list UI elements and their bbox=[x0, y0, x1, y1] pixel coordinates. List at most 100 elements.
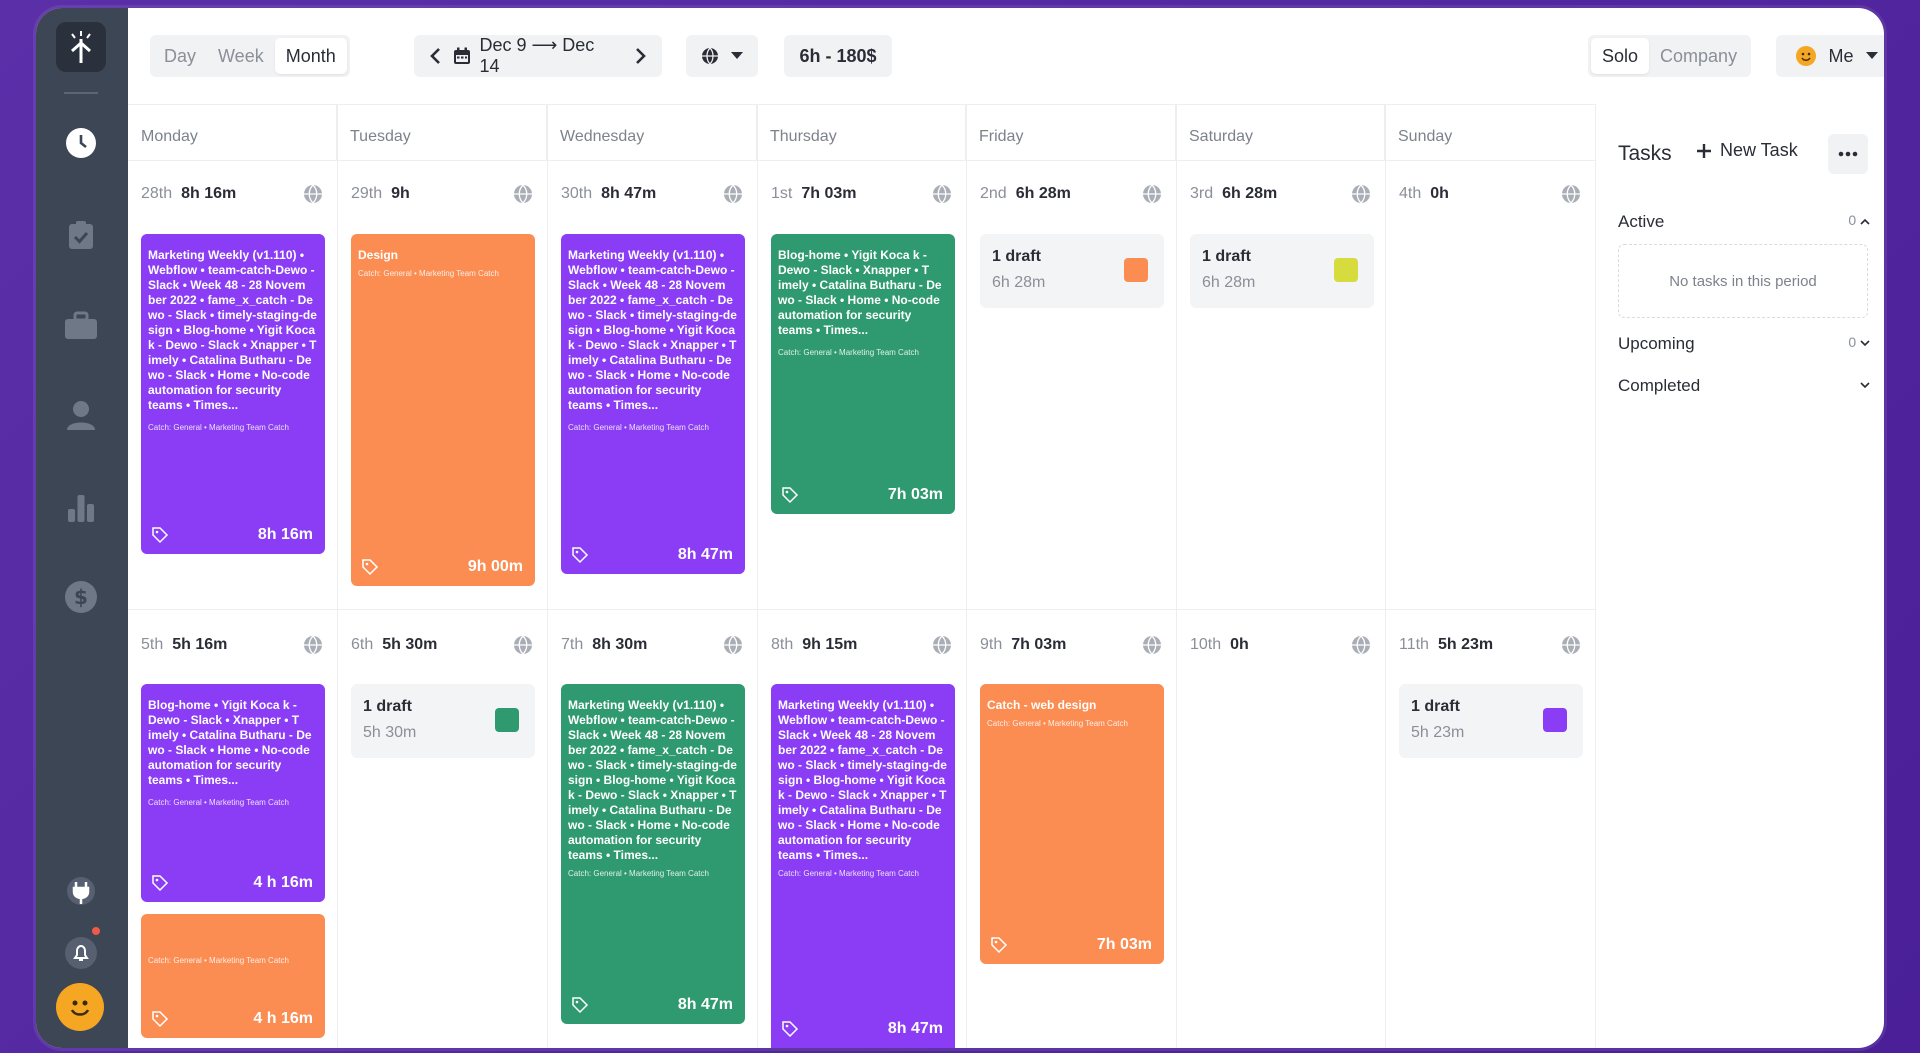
tag-icon[interactable] bbox=[361, 558, 379, 576]
date-range-label[interactable]: Dec 9 ⟶ Dec 14 bbox=[479, 35, 595, 76]
cell-date: 5th bbox=[141, 636, 164, 653]
tag-icon[interactable] bbox=[781, 486, 799, 504]
cell-header: 8th 9h 15m bbox=[771, 630, 857, 660]
view-month-button[interactable]: Month bbox=[274, 38, 347, 74]
cell-header: 30th 8h 47m bbox=[561, 179, 656, 209]
section-label: Upcoming bbox=[1618, 334, 1695, 353]
sidebar-item-team[interactable] bbox=[62, 396, 100, 434]
tag-icon[interactable] bbox=[151, 1010, 169, 1028]
more-options-button[interactable] bbox=[1828, 134, 1868, 174]
draft-duration: 5h 30m bbox=[363, 724, 417, 741]
user-menu[interactable]: Me bbox=[1776, 35, 1884, 77]
entry-duration: 7h 03m bbox=[1096, 936, 1152, 953]
sidebar-item-reports[interactable] bbox=[62, 488, 100, 526]
globe-icon[interactable] bbox=[723, 635, 743, 655]
globe-icon[interactable] bbox=[513, 635, 533, 655]
sidebar-item-integrations[interactable] bbox=[62, 872, 100, 910]
entry-title: Marketing Weekly (v1.110) • Webflow • te… bbox=[568, 248, 737, 412]
entry-subtitle: Catch: General • Marketing Team Catch bbox=[778, 869, 919, 878]
tasks-section-completed[interactable]: Completed bbox=[1618, 376, 1870, 396]
globe-icon[interactable] bbox=[1351, 635, 1371, 655]
globe-icon[interactable] bbox=[1561, 635, 1581, 655]
cell-header: 11th 5h 23m bbox=[1399, 630, 1493, 660]
tag-icon[interactable] bbox=[151, 526, 169, 544]
cell-hours: 5h 23m bbox=[1437, 636, 1494, 653]
sidebar-item-tasks[interactable] bbox=[62, 216, 100, 254]
cell-header: 9th 7h 03m bbox=[980, 630, 1066, 660]
next-period-button[interactable] bbox=[627, 47, 654, 65]
app-logo[interactable] bbox=[56, 22, 106, 72]
scope-company-button[interactable]: Company bbox=[1660, 45, 1738, 66]
bar-chart-icon bbox=[68, 495, 94, 522]
globe-icon[interactable] bbox=[513, 184, 533, 204]
time-entry-card[interactable]: Marketing Weekly (v1.110) • Webflow • te… bbox=[771, 684, 955, 1048]
globe-icon[interactable] bbox=[1561, 184, 1581, 204]
globe-icon[interactable] bbox=[723, 184, 743, 204]
scope-solo-button[interactable]: Solo bbox=[1591, 38, 1650, 74]
draft-card[interactable]: 1 draft 5h 23m bbox=[1399, 684, 1583, 758]
new-task-label: New Task bbox=[1720, 140, 1798, 160]
day-header-wednesday: Wednesday bbox=[547, 104, 757, 160]
grid-line bbox=[128, 104, 1595, 105]
tag-icon[interactable] bbox=[781, 1020, 799, 1038]
entry-duration: 4 h 16m bbox=[253, 1010, 313, 1027]
sidebar-item-projects[interactable] bbox=[62, 306, 100, 344]
globe-icon[interactable] bbox=[932, 184, 952, 204]
view-week-button[interactable]: Week bbox=[218, 45, 264, 66]
tag-icon[interactable] bbox=[571, 546, 589, 564]
cell-date: 10th bbox=[1190, 636, 1222, 653]
tasks-section-active[interactable]: Active 0 bbox=[1618, 212, 1870, 232]
toolbar: Day Week Month Dec 9 ⟶ Dec 14 6h - 180$ … bbox=[128, 8, 1884, 104]
time-entry-card[interactable]: Blog-home • Yigit Koca k - Dewo - Slack … bbox=[141, 684, 325, 902]
cell-header: 1st 7h 03m bbox=[771, 179, 856, 209]
tag-icon[interactable] bbox=[151, 874, 169, 892]
draft-card[interactable]: 1 draft 6h 28m bbox=[1190, 234, 1374, 308]
view-switcher: Day Week Month bbox=[150, 35, 350, 77]
globe-icon[interactable] bbox=[303, 184, 323, 204]
entry-title: Marketing Weekly (v1.110) • Webflow • te… bbox=[568, 698, 737, 862]
chevron-up-icon bbox=[1860, 218, 1870, 225]
globe-icon[interactable] bbox=[1142, 635, 1162, 655]
tag-icon[interactable] bbox=[571, 996, 589, 1014]
tag-icon[interactable] bbox=[990, 936, 1008, 954]
globe-icon[interactable] bbox=[1142, 184, 1162, 204]
day-header-tuesday: Tuesday bbox=[337, 104, 547, 160]
timezone-dropdown[interactable] bbox=[686, 35, 758, 77]
entry-subtitle: Catch: General • Marketing Team Catch bbox=[148, 423, 289, 432]
day-header-monday: Monday bbox=[128, 104, 337, 160]
draft-card[interactable]: 1 draft 6h 28m bbox=[980, 234, 1164, 308]
caret-down-icon bbox=[731, 52, 743, 59]
dollar-icon: $ bbox=[65, 581, 97, 613]
section-toggle bbox=[1860, 376, 1870, 396]
avatar[interactable] bbox=[56, 983, 104, 1031]
cell-header: 28th 8h 16m bbox=[141, 179, 236, 209]
time-entry-card[interactable]: Marketing Weekly (v1.110) • Webflow • te… bbox=[141, 234, 325, 554]
cell-hours: 8h 47m bbox=[601, 185, 657, 202]
draft-card[interactable]: 1 draft 5h 30m bbox=[351, 684, 535, 758]
cell-hours: 8h 16m bbox=[181, 185, 237, 202]
view-day-button[interactable]: Day bbox=[164, 45, 197, 66]
globe-icon[interactable] bbox=[303, 635, 323, 655]
chevron-down-icon bbox=[1860, 382, 1870, 389]
time-entry-card[interactable]: Marketing Weekly (v1.110) • Webflow • te… bbox=[561, 684, 745, 1024]
time-entry-card[interactable]: Marketing Weekly (v1.110) • Webflow • te… bbox=[561, 234, 745, 574]
time-entry-card[interactable]: Catch - web design Catch: General • Mark… bbox=[980, 684, 1164, 964]
time-entry-card[interactable]: Catch: General • Marketing Team Catch 4 … bbox=[141, 914, 325, 1038]
new-task-button[interactable]: New Task bbox=[1696, 140, 1798, 161]
section-count: 0 bbox=[1848, 212, 1870, 232]
tasks-section-upcoming[interactable]: Upcoming 0 bbox=[1618, 334, 1870, 354]
sidebar-item-timesheet[interactable] bbox=[62, 124, 100, 162]
cell-date: 3rd bbox=[1190, 185, 1214, 202]
prev-period-button[interactable] bbox=[422, 47, 449, 65]
time-entry-card[interactable]: Design Catch: General • Marketing Team C… bbox=[351, 234, 535, 586]
cell-hours: 0h bbox=[1430, 185, 1449, 202]
notification-badge bbox=[90, 925, 102, 937]
globe-icon[interactable] bbox=[1351, 184, 1371, 204]
globe-icon[interactable] bbox=[932, 635, 952, 655]
sidebar-item-billing[interactable]: $ bbox=[62, 578, 100, 616]
sidebar-item-notifications[interactable] bbox=[62, 934, 100, 972]
time-entry-card[interactable]: Blog-home • Yigit Koca k - Dewo - Slack … bbox=[771, 234, 955, 514]
project-color-swatch bbox=[1124, 258, 1148, 282]
grid-line bbox=[337, 104, 338, 1048]
section-label: Active bbox=[1618, 212, 1665, 231]
